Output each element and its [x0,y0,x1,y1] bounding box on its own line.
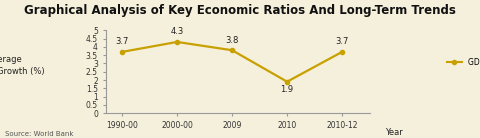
Text: Average: Average [0,55,23,64]
Text: 4.3: 4.3 [170,27,184,36]
Text: Source: World Bank: Source: World Bank [5,131,73,137]
Text: Annual Growth (%): Annual Growth (%) [0,67,45,76]
Text: 3.8: 3.8 [226,36,239,45]
Text: 3.7: 3.7 [336,37,349,46]
Text: 3.7: 3.7 [115,37,129,46]
Text: Year: Year [385,128,403,137]
Text: 1.9: 1.9 [280,85,294,94]
Legend: GDP Per Capita: GDP Per Capita [444,55,480,70]
Text: Graphical Analysis of Key Economic Ratios And Long-Term Trends: Graphical Analysis of Key Economic Ratio… [24,4,456,17]
